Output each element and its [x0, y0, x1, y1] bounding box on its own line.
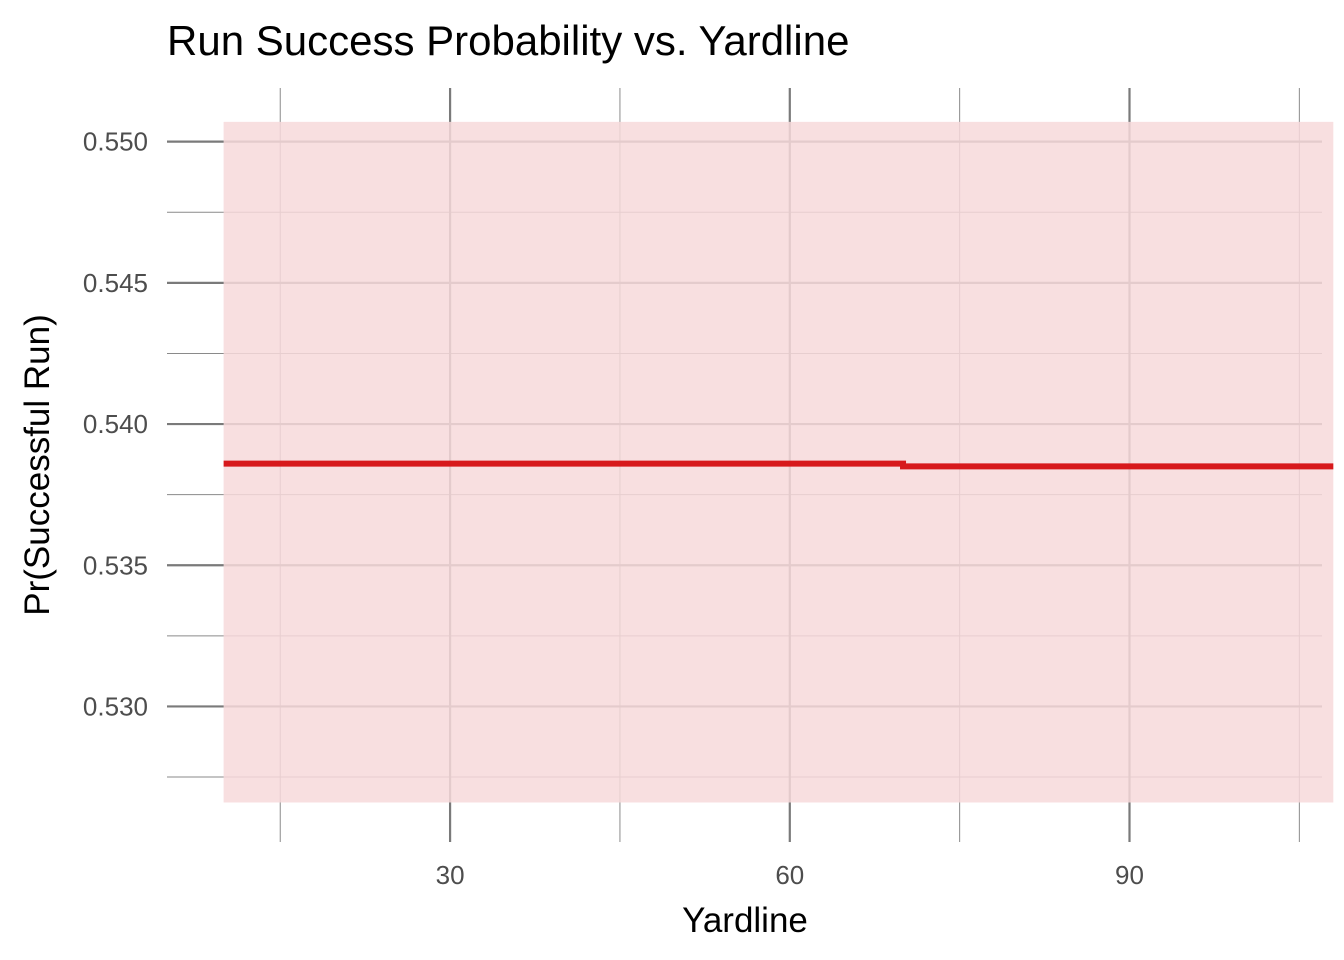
series-line — [223, 460, 1334, 470]
y-tick-label: 0.545 — [83, 268, 148, 298]
y-tick-label: 0.540 — [83, 409, 148, 439]
x-tick-label: 90 — [1115, 860, 1144, 890]
x-tick-label: 60 — [775, 860, 804, 890]
y-tick-label: 0.530 — [83, 691, 148, 721]
y-tick-label: 0.535 — [83, 550, 148, 580]
y-axis-ticks: 0.530 0.535 0.540 0.545 0.550 — [83, 127, 148, 722]
y-tick-label: 0.550 — [83, 127, 148, 157]
x-axis-label: Yardline — [682, 901, 808, 940]
chart-title: Run Success Probability vs. Yardline — [167, 17, 849, 64]
x-axis-ticks: 30 60 90 — [436, 860, 1144, 890]
x-tick-label: 30 — [436, 860, 465, 890]
y-axis-label: Pr(Successful Run) — [18, 314, 57, 615]
